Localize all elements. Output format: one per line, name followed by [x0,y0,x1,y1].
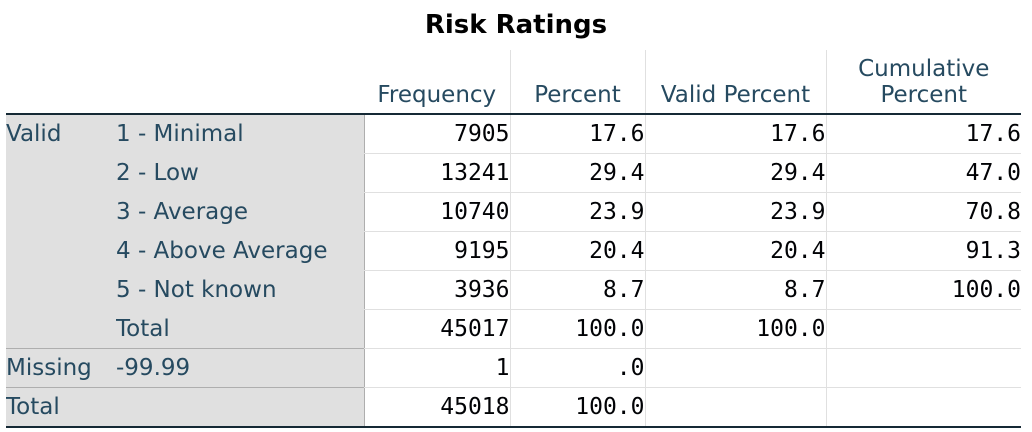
table-row: Total 45017 100.0 100.0 [6,309,1021,349]
cell-valid-percent: 23.9 [644,192,826,232]
cell-cumulative-percent-empty [825,387,1021,428]
cell-percent: 100.0 [509,387,645,428]
row-label: 3 - Average [116,192,364,232]
table-row: 2 - Low 13241 29.4 29.4 47.0 [6,153,1021,193]
header-percent: Percent [509,50,645,115]
cell-cumulative-percent: 100.0 [825,270,1021,310]
cell-percent: 8.7 [509,270,645,310]
header-valid-percent: Valid Percent [644,50,826,115]
header-corner-2 [116,50,364,115]
cell-cumulative-percent: 47.0 [825,153,1021,193]
header-corner-1 [6,50,116,115]
row-label: 2 - Low [116,153,364,193]
table-row-total: Total 45018 100.0 [6,387,1021,428]
cell-percent: 17.6 [509,114,645,154]
table-row: 4 - Above Average 9195 20.4 20.4 91.3 [6,231,1021,271]
cell-percent: 100.0 [509,309,645,349]
header-cumulative-percent: Cumulative Percent [825,50,1021,115]
cell-frequency: 10740 [363,192,510,232]
header-frequency: Frequency [364,50,510,115]
row-label: 5 - Not known [116,270,364,310]
cell-cumulative-percent-empty [825,309,1021,349]
table-row-missing: Missing -99.99 1 .0 [6,348,1021,388]
cell-valid-percent: 20.4 [644,231,826,271]
cell-frequency: 13241 [363,153,510,193]
cell-valid-percent: 8.7 [644,270,826,310]
cell-frequency: 3936 [363,270,510,310]
group-label-missing: Missing [6,348,116,388]
header-cumulative-line1: Cumulative [858,56,990,82]
cell-frequency: 9195 [363,231,510,271]
header-cumulative-line2: Percent [880,82,968,108]
cell-frequency: 1 [363,348,510,388]
cell-percent: .0 [509,348,645,388]
cell-cumulative-percent: 70.8 [825,192,1021,232]
cell-cumulative-percent: 91.3 [825,231,1021,271]
table-row: Valid 1 - Minimal 7905 17.6 17.6 17.6 [6,114,1021,349]
row-label: 4 - Above Average [116,231,364,271]
cell-frequency: 45018 [363,387,510,428]
cell-percent: 20.4 [509,231,645,271]
cell-valid-percent: 29.4 [644,153,826,193]
cell-valid-percent: 17.6 [644,114,826,154]
cell-valid-percent: 100.0 [644,309,826,349]
cell-valid-percent-empty [644,348,826,388]
group-label-total: Total [6,387,364,428]
cell-percent: 23.9 [509,192,645,232]
cell-frequency: 7905 [363,114,510,154]
table-row: 3 - Average 10740 23.9 23.9 70.8 [6,192,1021,232]
row-label: -99.99 [116,348,364,388]
cell-cumulative-percent-empty [825,348,1021,388]
table-row: 5 - Not known 3936 8.7 8.7 100.0 [6,270,1021,310]
cell-frequency: 45017 [363,309,510,349]
header-row: Frequency Percent Valid Percent Cumulati… [6,50,1021,115]
cell-cumulative-percent: 17.6 [825,114,1021,154]
row-label: 1 - Minimal [116,114,364,154]
group-label-valid: Valid [6,114,116,349]
frequency-table: Frequency Percent Valid Percent Cumulati… [6,50,1021,428]
cell-percent: 29.4 [509,153,645,193]
table-title: Risk Ratings [424,10,608,40]
row-label: Total [116,309,364,349]
cell-valid-percent-empty [644,387,826,428]
